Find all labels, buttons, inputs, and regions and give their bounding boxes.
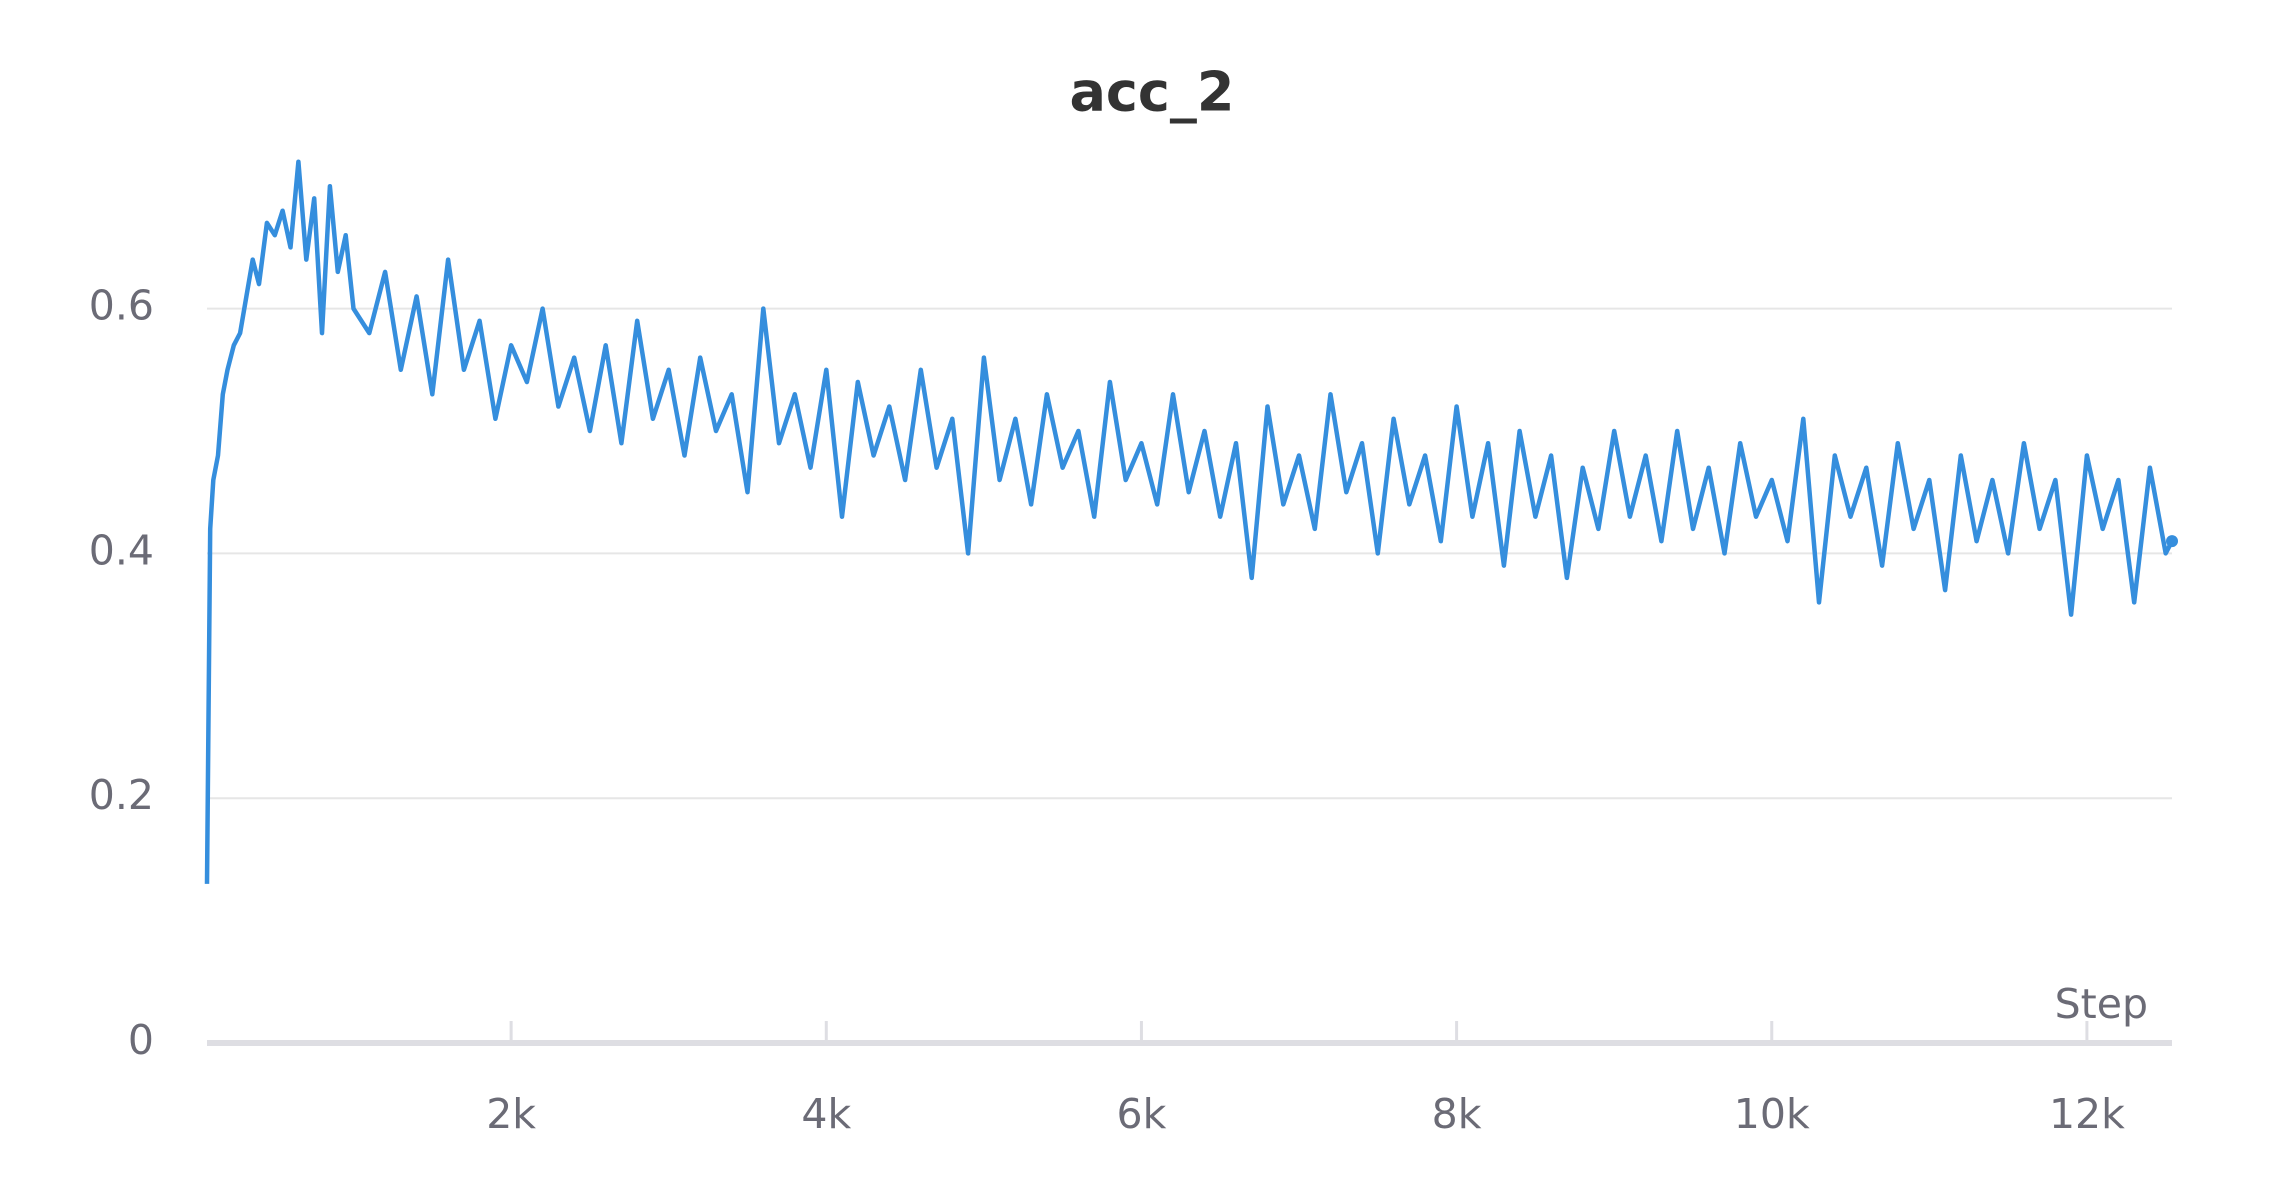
x-axis-label: Step — [2055, 980, 2148, 1028]
y-tick-label: 0.4 — [89, 526, 154, 574]
y-tick-label: 0.2 — [89, 771, 154, 819]
x-tick-label: 6k — [1117, 1090, 1167, 1138]
y-tick-label: 0.6 — [89, 282, 154, 330]
chart-title: acc_2 — [1069, 61, 1234, 124]
x-tick-label: 2k — [486, 1090, 536, 1138]
x-tick-label: 8k — [1432, 1090, 1482, 1138]
x-tick-label: 10k — [1734, 1090, 1810, 1138]
end-point — [2166, 535, 2178, 548]
x-tick-label: 12k — [2049, 1090, 2125, 1138]
x-tick-label: 4k — [801, 1090, 851, 1138]
y-tick-label: 0 — [128, 1016, 154, 1064]
data-line — [204, 159, 2174, 884]
